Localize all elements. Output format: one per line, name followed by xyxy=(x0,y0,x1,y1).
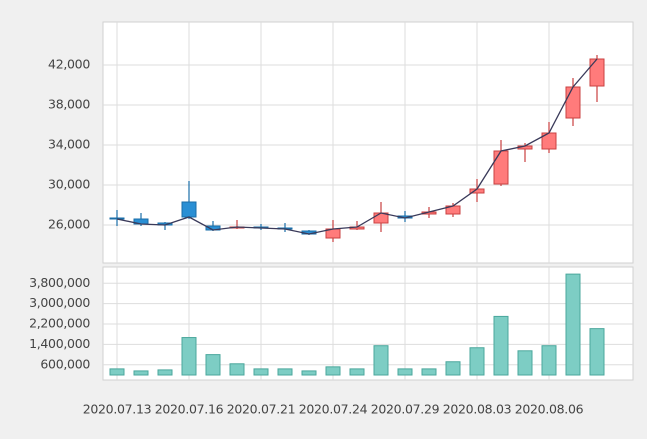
volume-bar xyxy=(133,370,149,376)
volume-bar xyxy=(493,315,509,376)
volume-bar xyxy=(325,366,341,376)
x-tick-label: 2020.07.29 xyxy=(371,402,440,417)
volume-bar xyxy=(541,345,557,376)
volume-bar xyxy=(277,368,293,376)
y-tick-label: 1,400,000 xyxy=(29,336,90,351)
volume-bar xyxy=(469,347,485,376)
volume-bar xyxy=(157,369,173,376)
volume-bar xyxy=(517,350,533,376)
y-tick-label: 42,000 xyxy=(48,57,90,72)
volume-bar xyxy=(229,363,245,376)
volume-bar xyxy=(397,368,413,376)
volume-bar xyxy=(565,273,581,376)
volume-bar xyxy=(253,368,269,376)
x-tick-label: 2020.07.24 xyxy=(299,402,368,417)
y-tick-label: 38,000 xyxy=(48,97,90,112)
y-tick-label: 34,000 xyxy=(48,137,90,152)
y-tick-label: 600,000 xyxy=(40,356,90,371)
volume-bar xyxy=(445,361,461,376)
volume-bar xyxy=(373,345,389,376)
candle-body xyxy=(589,58,605,87)
x-tick-label: 2020.07.21 xyxy=(227,402,296,417)
candle-body xyxy=(181,201,197,218)
y-tick-label: 2,200,000 xyxy=(29,316,90,331)
volume-bar xyxy=(301,370,317,376)
candle-body xyxy=(493,150,509,185)
volume-bar xyxy=(205,354,221,376)
close-line xyxy=(116,58,598,235)
volume-bar xyxy=(109,368,125,376)
volume-bar xyxy=(181,337,197,376)
x-tick-label: 2020.08.03 xyxy=(443,402,512,417)
y-tick-label: 30,000 xyxy=(48,177,90,192)
y-tick-label: 3,800,000 xyxy=(29,275,90,290)
candle-body xyxy=(565,86,581,119)
x-tick-label: 2020.07.13 xyxy=(83,402,152,417)
candle-body xyxy=(109,217,125,220)
x-tick-label: 2020.07.16 xyxy=(155,402,224,417)
x-tick-label: 2020.08.06 xyxy=(515,402,584,417)
volume-bar xyxy=(349,368,365,376)
volume-bar xyxy=(589,328,605,376)
y-tick-label: 3,000,000 xyxy=(29,295,90,310)
volume-bar xyxy=(421,368,437,376)
y-tick-label: 26,000 xyxy=(48,217,90,232)
